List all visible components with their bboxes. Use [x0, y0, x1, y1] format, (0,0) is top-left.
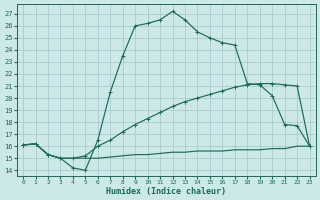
X-axis label: Humidex (Indice chaleur): Humidex (Indice chaleur): [106, 187, 226, 196]
